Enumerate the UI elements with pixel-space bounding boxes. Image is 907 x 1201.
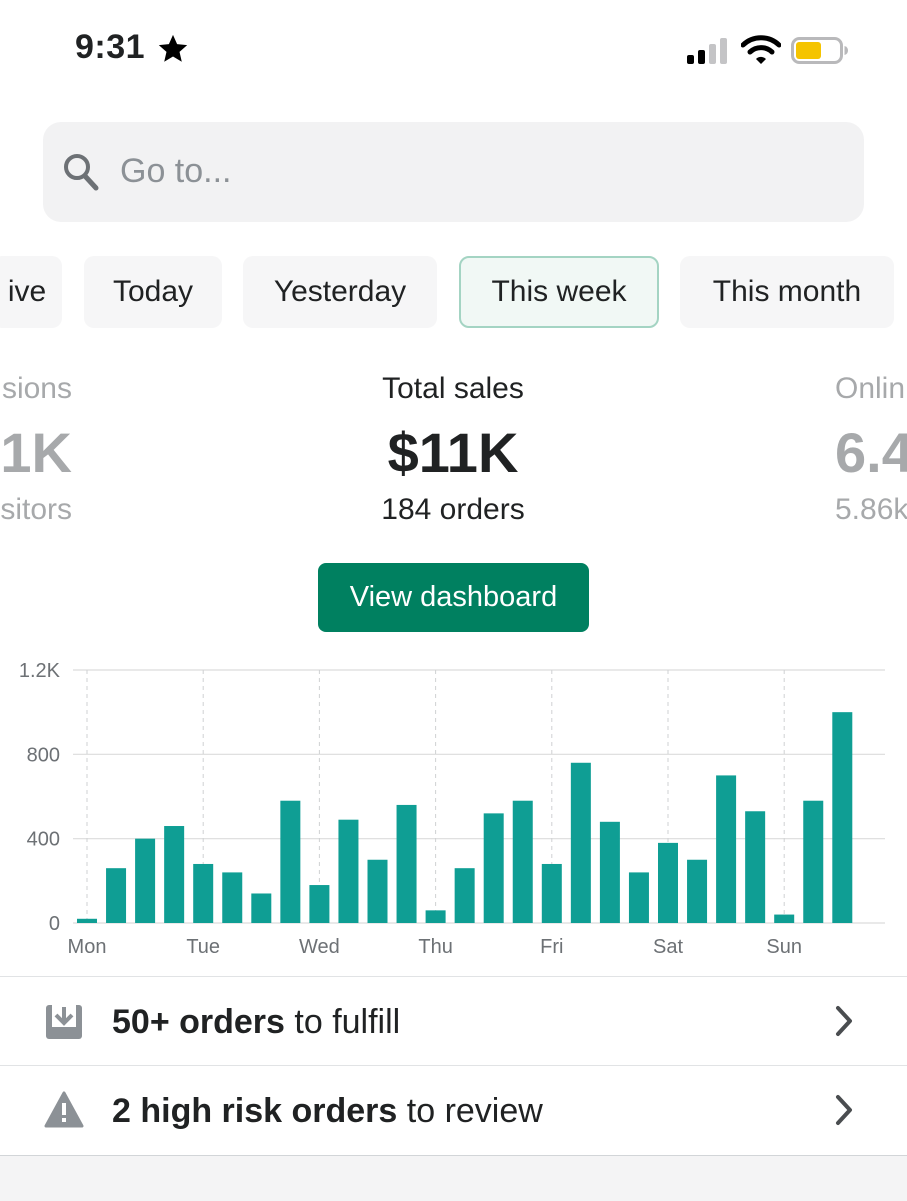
sales-bar <box>164 826 185 923</box>
high-risk-orders-suffix: to review <box>397 1092 543 1130</box>
x-tick-label: Sat <box>653 936 683 958</box>
high-risk-orders-text: 2 high risk orders to review <box>112 1092 543 1131</box>
y-tick-label: 800 <box>27 744 60 766</box>
date-range-live[interactable]: ive <box>0 256 62 328</box>
x-tick-label: Tue <box>186 936 220 958</box>
orders-to-fulfill-row[interactable]: 50+ orders to fulfill <box>0 976 907 1065</box>
chevron-right-icon <box>836 1095 852 1125</box>
wifi-icon <box>741 35 781 64</box>
high-risk-orders-count: 2 high risk orders <box>112 1092 398 1130</box>
sales-bar <box>454 868 475 923</box>
orders-to-fulfill-suffix: to fulfill <box>284 1003 401 1041</box>
sales-bar <box>687 859 708 923</box>
metric-sessions[interactable]: sions .1K sitors <box>0 372 72 527</box>
metric-total-sales-label: Total sales <box>382 372 524 405</box>
metric-total-sales-orders: 184 orders <box>381 493 525 526</box>
sales-bar <box>570 762 591 923</box>
sales-bar <box>135 838 156 923</box>
search-placeholder: Go to... <box>120 152 232 190</box>
sales-bar <box>396 804 417 923</box>
metric-sessions-sub: sitors <box>0 493 72 526</box>
sales-bar <box>309 885 330 923</box>
date-range-this-month[interactable]: This month <box>680 256 894 328</box>
sales-bar <box>251 893 272 923</box>
view-dashboard-button[interactable]: View dashboard <box>318 563 589 632</box>
download-tray-icon <box>46 1005 82 1039</box>
sales-bar <box>425 910 446 923</box>
cellular-signal-icon <box>687 38 727 64</box>
status-time: 9:31 <box>75 28 146 66</box>
x-tick-label: Sun <box>766 936 802 958</box>
sales-bar <box>803 800 824 923</box>
sales-bar <box>106 868 127 923</box>
metric-online-label: Onlin <box>835 372 906 405</box>
metric-total-sales-value: $11K <box>387 421 519 484</box>
date-range-yesterday[interactable]: Yesterday <box>243 256 437 328</box>
orders-to-fulfill-count: 50+ orders <box>112 1003 285 1041</box>
sales-bar <box>338 819 359 923</box>
y-tick-label: 1.2K <box>19 660 61 682</box>
orders-to-fulfill-text: 50+ orders to fulfill <box>112 1003 400 1042</box>
metric-sessions-label: sions <box>1 372 72 405</box>
sales-bar <box>716 775 737 923</box>
sales-bar <box>541 863 562 923</box>
sales-bar <box>658 842 678 923</box>
search-icon <box>64 154 99 191</box>
sales-bar <box>483 813 504 923</box>
y-tick-label: 400 <box>27 829 60 851</box>
metric-online-store[interactable]: Onlin 6.4 5.86k <box>835 372 907 527</box>
sales-bar-chart: 0 400 800 1.2K Mon Tue Wed Thu Fri Sat Sun <box>19 660 885 958</box>
sales-bar <box>193 863 214 923</box>
sales-bar <box>367 859 388 923</box>
sales-bar <box>832 712 853 923</box>
bottom-divider-band <box>0 1155 907 1201</box>
metric-online-value: 6.4 <box>835 421 907 484</box>
metric-sessions-value: .1K <box>0 421 72 484</box>
sales-bar <box>628 872 649 923</box>
x-tick-label: Thu <box>418 936 452 958</box>
x-tick-label: Fri <box>540 936 563 958</box>
sales-bar <box>774 914 795 923</box>
warning-icon <box>44 1091 84 1128</box>
sales-bar <box>512 800 533 923</box>
date-range-this-week[interactable]: This week <box>459 256 659 328</box>
x-tick-label: Mon <box>68 936 107 958</box>
y-tick-label: 0 <box>49 913 60 935</box>
star-icon <box>158 34 188 62</box>
battery-icon <box>791 37 848 64</box>
sales-bar <box>222 872 243 923</box>
metric-total-sales[interactable]: Total sales $11K 184 orders <box>303 372 603 527</box>
sales-bar <box>745 811 766 923</box>
status-bar: 9:31 <box>0 0 907 100</box>
x-tick-label: Wed <box>299 936 340 958</box>
metric-online-sub: 5.86k <box>835 493 907 526</box>
high-risk-orders-row[interactable]: 2 high risk orders to review <box>0 1065 907 1154</box>
search-bar[interactable] <box>43 122 864 222</box>
date-range-today[interactable]: Today <box>84 256 222 328</box>
sales-bar <box>599 821 620 923</box>
chevron-right-icon <box>836 1006 852 1036</box>
sales-bar <box>77 918 97 923</box>
sales-bar <box>280 800 301 923</box>
